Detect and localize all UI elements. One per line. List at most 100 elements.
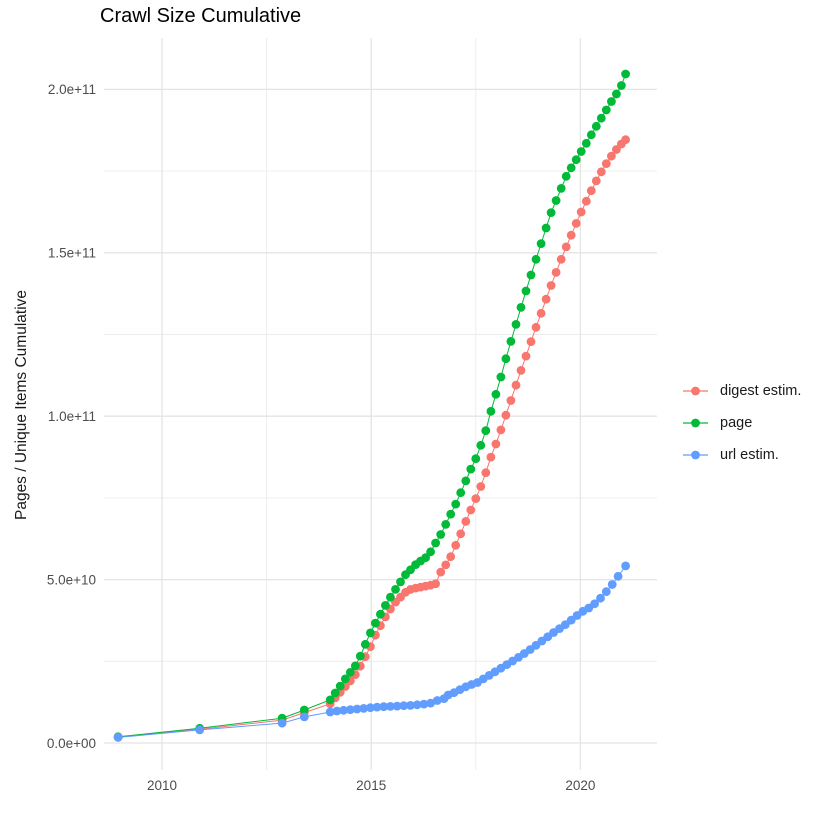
data-point xyxy=(335,681,345,691)
data-point xyxy=(590,599,599,609)
data-point xyxy=(386,592,395,602)
x-tick-label: 2015 xyxy=(356,778,386,793)
data-point xyxy=(536,239,546,249)
data-point xyxy=(491,389,501,399)
chart-title: Crawl Size Cumulative xyxy=(100,5,302,27)
data-point xyxy=(556,184,566,193)
data-point xyxy=(476,440,486,450)
gridlines-minor xyxy=(104,38,657,770)
data-point xyxy=(330,688,340,698)
data-point xyxy=(531,322,541,332)
data-point xyxy=(501,354,511,364)
data-point xyxy=(521,286,531,296)
y-tick-label: 1.0e+11 xyxy=(48,409,96,424)
data-point xyxy=(511,320,521,329)
x-tick-label: 2010 xyxy=(147,778,177,793)
data-point xyxy=(560,620,570,630)
data-point xyxy=(561,242,571,252)
y-tick-label: 0.0e+00 xyxy=(47,736,96,751)
data-point xyxy=(546,208,556,218)
data-point xyxy=(601,587,611,597)
data-point xyxy=(581,138,591,148)
data-point xyxy=(466,505,476,515)
data-point xyxy=(526,337,536,347)
data-point xyxy=(531,254,541,264)
data-point xyxy=(551,196,561,205)
data-point xyxy=(506,396,516,405)
data-point xyxy=(431,579,440,589)
data-point xyxy=(516,303,526,312)
data-point xyxy=(352,704,362,714)
data-point xyxy=(516,366,526,375)
data-point xyxy=(399,701,409,711)
data-point xyxy=(566,163,576,173)
data-point xyxy=(466,464,476,474)
series-line xyxy=(118,73,627,738)
data-point xyxy=(461,476,471,486)
data-point xyxy=(481,468,491,478)
data-point xyxy=(561,171,571,181)
data-point xyxy=(451,499,461,509)
data-point xyxy=(566,615,576,625)
data-point xyxy=(379,702,389,712)
data-point xyxy=(332,706,342,716)
data-point xyxy=(412,700,422,710)
data-point xyxy=(586,186,596,196)
legend-key-icon xyxy=(683,418,708,428)
data-point xyxy=(426,698,435,708)
series-line xyxy=(118,139,626,738)
data-point xyxy=(586,130,596,140)
data-point xyxy=(612,89,621,99)
legend-label: page xyxy=(720,415,753,431)
data-point xyxy=(601,159,611,169)
data-point xyxy=(596,167,606,177)
data-point xyxy=(432,696,442,705)
legend-item-digest-estim: digest estim. xyxy=(682,380,801,402)
data-point xyxy=(607,580,617,589)
data-point xyxy=(501,410,511,420)
data-point xyxy=(486,452,496,462)
data-point xyxy=(431,538,440,548)
data-point xyxy=(607,97,616,106)
data-point xyxy=(436,567,446,577)
data-point xyxy=(541,294,551,304)
data-point xyxy=(591,121,601,131)
data-point xyxy=(381,601,390,610)
data-point xyxy=(195,725,205,735)
data-point xyxy=(601,105,611,115)
data-point xyxy=(571,219,581,228)
legend-key-icon xyxy=(683,450,708,460)
data-point xyxy=(581,196,591,206)
data-point xyxy=(596,593,605,603)
data-point xyxy=(386,702,395,711)
legend-item-url-estim: url estim. xyxy=(682,444,801,466)
data-point xyxy=(360,639,370,649)
data-point xyxy=(451,540,461,550)
data-point xyxy=(526,270,536,280)
data-point xyxy=(591,176,601,186)
data-point xyxy=(541,223,551,233)
data-point xyxy=(376,609,385,619)
legend-item-page: page xyxy=(682,412,801,434)
data-point xyxy=(511,380,521,390)
data-point xyxy=(596,113,606,123)
data-point xyxy=(436,530,446,539)
data-point xyxy=(571,155,581,165)
data-point xyxy=(426,547,435,557)
data-point xyxy=(446,552,456,562)
data-point xyxy=(340,674,350,684)
data-point xyxy=(366,628,375,638)
data-point xyxy=(617,81,626,90)
data-point xyxy=(486,406,496,416)
data-point xyxy=(350,661,360,671)
data-point xyxy=(576,207,586,217)
y-tick-label: 1.5e+11 xyxy=(48,246,96,261)
data-point xyxy=(371,618,380,628)
data-point xyxy=(366,703,375,713)
legend: digest estim. page url estim. xyxy=(682,380,801,466)
data-point xyxy=(441,520,451,529)
data-point xyxy=(613,571,623,581)
data-point xyxy=(551,268,561,277)
data-point xyxy=(446,509,456,519)
data-point xyxy=(496,425,506,435)
